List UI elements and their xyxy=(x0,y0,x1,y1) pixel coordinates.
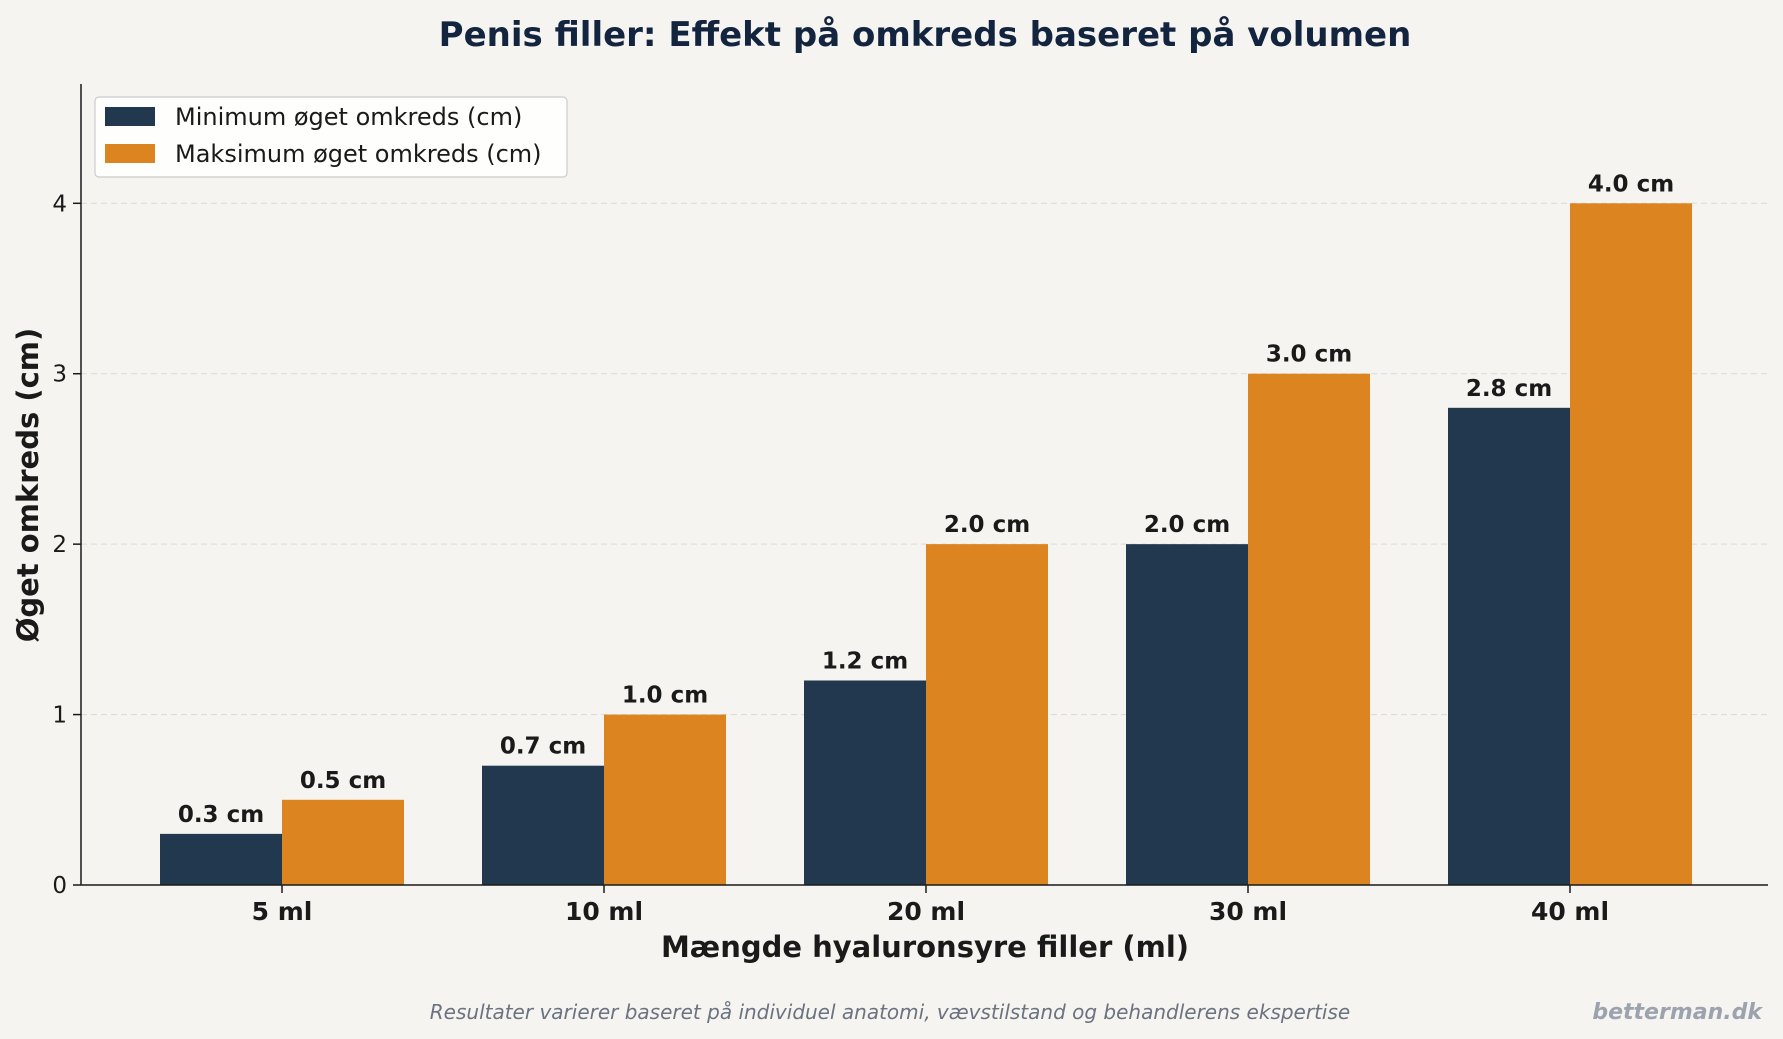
brand-watermark: betterman.dk xyxy=(1592,1000,1763,1025)
bar-value-label: 2.0 cm xyxy=(944,512,1030,538)
bar xyxy=(804,680,926,885)
bar xyxy=(1248,373,1370,885)
legend-swatch-maksimum xyxy=(105,144,155,163)
bar-value-label: 2.0 cm xyxy=(1144,512,1230,538)
legend-label-minimum: Minimum øget omkreds (cm) xyxy=(175,103,522,131)
bar-value-label: 4.0 cm xyxy=(1588,171,1674,197)
bar xyxy=(1126,544,1248,885)
y-tick-label: 4 xyxy=(52,191,67,217)
bar-value-label: 2.8 cm xyxy=(1466,376,1552,402)
bar-labels: 0.3 cm 0.5 cm 0.7 cm 1.0 cm 1.2 cm 2.0 cm 2.0 … xyxy=(178,171,1674,828)
y-tick-label: 1 xyxy=(52,703,67,729)
legend-label-maksimum: Maksimum øget omkreds (cm) xyxy=(175,140,542,168)
x-axis-label: Mængde hyaluronsyre filler (ml) xyxy=(661,930,1189,964)
bar-value-label: 1.0 cm xyxy=(622,683,708,709)
footnote: Resultater varierer baseret på individue… xyxy=(430,1000,1350,1024)
bar xyxy=(482,765,604,885)
x-tick-label: 5 ml xyxy=(252,897,313,926)
bar-value-label: 3.0 cm xyxy=(1266,342,1352,368)
x-tick-label: 10 ml xyxy=(565,897,643,926)
x-ticks: 5 ml 10 ml 20 ml 30 ml 40 ml xyxy=(252,885,1609,926)
bar xyxy=(604,714,726,885)
x-tick-label: 20 ml xyxy=(887,897,965,926)
bar xyxy=(926,544,1048,885)
bar xyxy=(282,799,404,885)
legend-frame xyxy=(94,96,568,178)
x-tick-label: 40 ml xyxy=(1531,897,1609,926)
bar-value-label: 0.7 cm xyxy=(500,734,586,760)
legend-swatch-minimum xyxy=(105,107,155,126)
bars xyxy=(160,203,1692,886)
chart-title: Penis filler: Effekt på omkreds baseret … xyxy=(439,15,1412,55)
bar xyxy=(160,833,282,885)
x-tick-label: 30 ml xyxy=(1209,897,1287,926)
y-tick-label: 0 xyxy=(52,873,67,899)
bar-value-label: 0.3 cm xyxy=(178,802,264,828)
bar-value-label: 0.5 cm xyxy=(300,768,386,794)
bar-value-label: 1.2 cm xyxy=(822,648,908,674)
legend: Minimum øget omkreds (cm) Maksimum øget … xyxy=(94,96,568,178)
bar xyxy=(1448,407,1570,885)
y-ticks: 0 1 2 3 4 xyxy=(52,191,81,899)
y-tick-label: 3 xyxy=(52,362,67,388)
bar xyxy=(1570,203,1692,886)
y-axis-label: Øget omkreds (cm) xyxy=(11,328,45,642)
y-tick-label: 2 xyxy=(52,532,67,558)
